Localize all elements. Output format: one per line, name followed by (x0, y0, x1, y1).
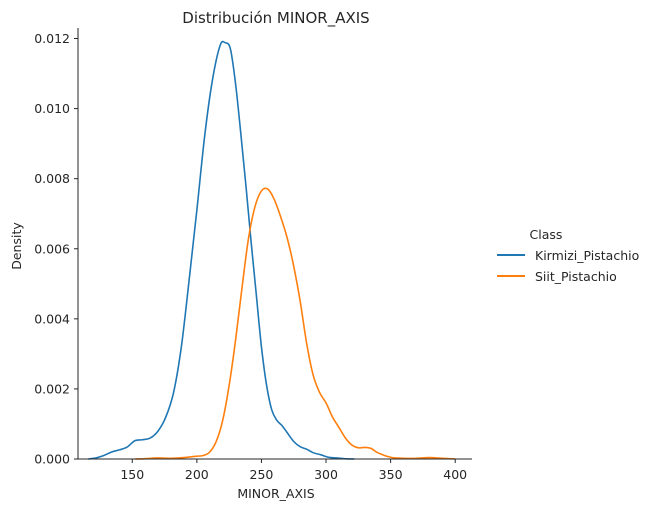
series-line-siit-pistachio (134, 187, 456, 460)
y-tick-label: 0.012 (34, 31, 70, 46)
x-axis-label: MINOR_AXIS (237, 486, 314, 501)
y-tick-label: 0.004 (34, 311, 70, 326)
legend-label-siit: Siit_Pistachio (535, 269, 617, 284)
legend-label-kirmizi: Kirmizi_Pistachio (535, 248, 639, 263)
y-axis-ticks: 0.000 0.002 0.004 0.006 0.008 0.010 0.012 (34, 31, 78, 467)
x-tick-label: 350 (379, 467, 403, 482)
y-tick-label: 0.006 (34, 241, 70, 256)
x-tick-label: 300 (314, 467, 338, 482)
x-tick-label: 400 (443, 467, 467, 482)
legend-title: Class (530, 227, 563, 242)
y-tick-label: 0.008 (34, 171, 70, 186)
y-tick-label: 0.002 (34, 381, 70, 396)
y-axis-label: Density (9, 222, 24, 270)
plot-area (88, 40, 456, 460)
x-tick-label: 150 (120, 467, 144, 482)
x-tick-label: 250 (250, 467, 274, 482)
x-tick-label: 200 (185, 467, 209, 482)
y-tick-label: 0.000 (34, 452, 70, 467)
series-line-kirmizi-pistachio (88, 40, 355, 460)
y-tick-label: 0.010 (34, 101, 70, 116)
legend: Class Kirmizi_Pistachio Siit_Pistachio (497, 227, 639, 284)
chart-title: Distribución MINOR_AXIS (182, 9, 369, 28)
x-axis-ticks: 150 200 250 300 350 400 (120, 459, 467, 482)
